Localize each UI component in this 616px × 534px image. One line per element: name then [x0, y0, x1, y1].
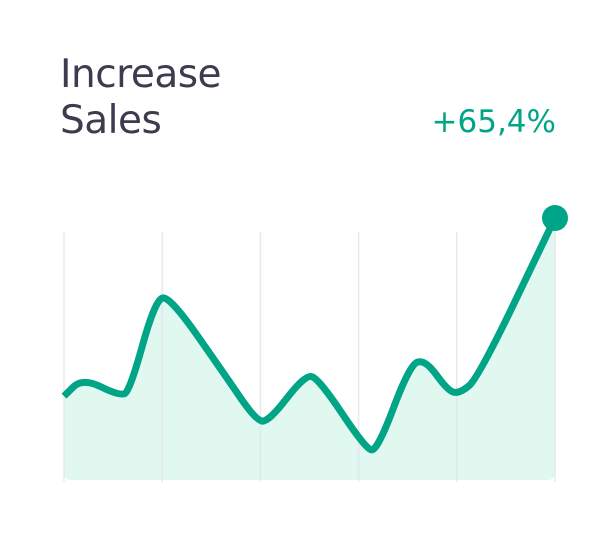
title-line-1: Increase [60, 52, 222, 97]
title-line-2: Sales [60, 98, 162, 143]
change-percentage: +65,4% [431, 104, 556, 140]
area-fill [64, 218, 555, 480]
sales-line [61, 216, 559, 454]
end-point-marker [542, 205, 568, 231]
chart-title: Increase Sales [60, 52, 222, 144]
